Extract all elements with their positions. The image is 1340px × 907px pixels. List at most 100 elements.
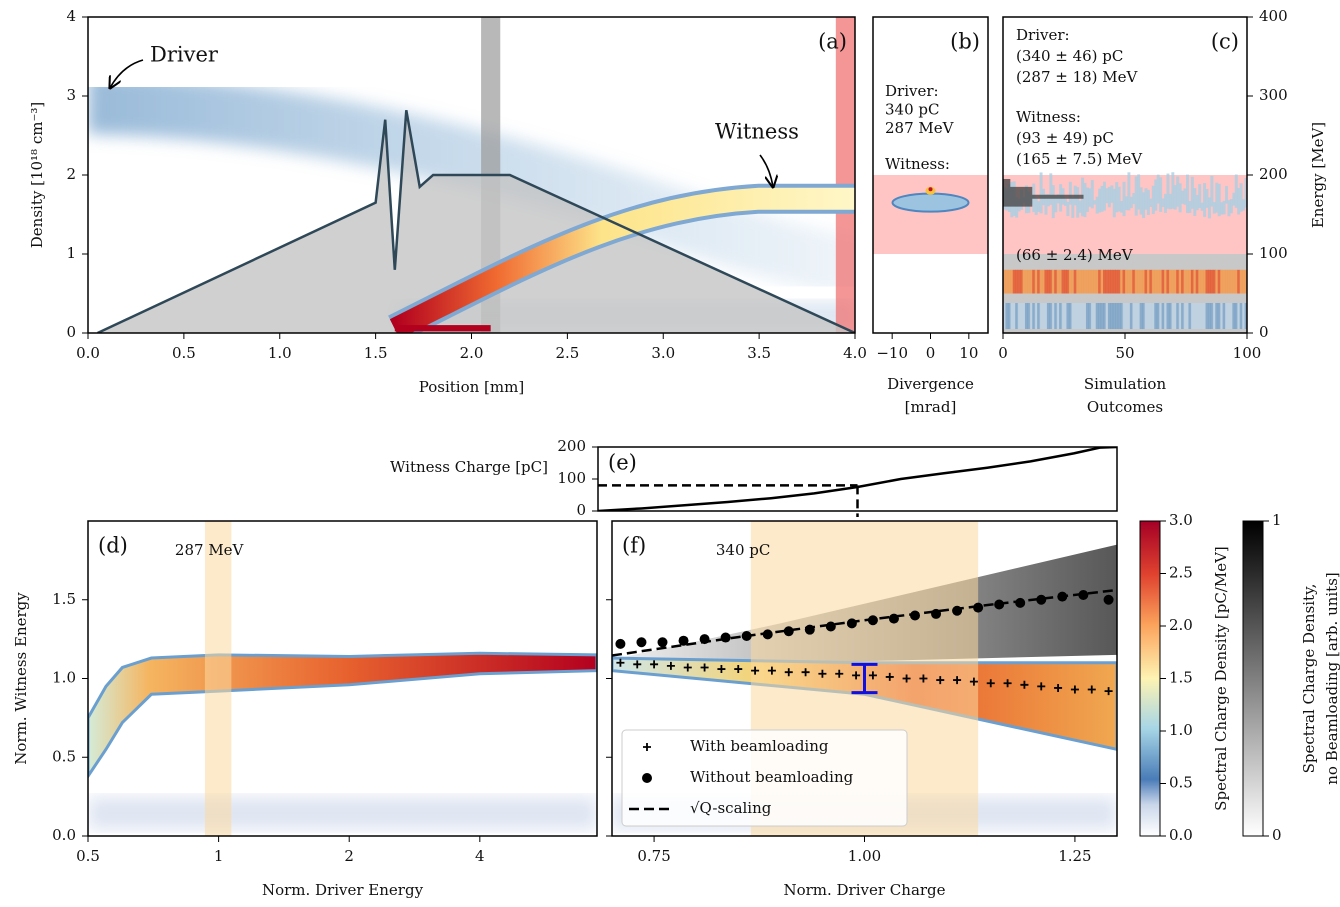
stripe <box>1110 269 1114 294</box>
y-tick-label: 300 <box>1259 86 1288 104</box>
stripe <box>1205 302 1209 330</box>
stripe <box>1066 269 1070 294</box>
plus-marker <box>1104 687 1113 696</box>
stripe <box>1237 302 1241 330</box>
stripe <box>1083 269 1087 294</box>
stripe <box>1098 302 1102 330</box>
plus-marker <box>902 674 911 683</box>
stripe <box>1188 269 1192 294</box>
stripe <box>1120 201 1124 213</box>
x-tick-label: 1 <box>214 847 224 865</box>
plus-marker <box>852 671 861 680</box>
plus-marker <box>616 658 625 667</box>
stripe <box>1181 302 1185 330</box>
plus-marker <box>936 676 945 685</box>
stripe <box>1020 269 1024 294</box>
plus-marker <box>700 663 709 672</box>
colorbar-tick-label: 1 <box>1272 511 1282 529</box>
stripe <box>1093 302 1097 330</box>
stripe <box>1005 269 1009 294</box>
stripe <box>1222 269 1226 294</box>
stripe <box>1003 269 1006 294</box>
plus-marker <box>835 669 844 678</box>
stripe <box>1003 302 1006 330</box>
stripe <box>1142 269 1146 294</box>
legend-marker <box>643 743 651 751</box>
stripe <box>1222 302 1226 330</box>
stripe <box>1103 269 1106 294</box>
stripe <box>1037 269 1041 294</box>
colorbar-tick-label: 1.0 <box>1169 721 1193 739</box>
stripe <box>1027 302 1031 330</box>
stripe <box>1054 302 1058 330</box>
y-tick-label: 0.0 <box>52 826 76 844</box>
stripe <box>1039 172 1043 214</box>
stripe <box>1081 302 1085 330</box>
stripe <box>1017 302 1021 330</box>
stripe <box>1044 302 1048 330</box>
stripe <box>1188 302 1192 330</box>
plus-marker <box>734 665 743 674</box>
stripe <box>1078 200 1082 213</box>
stripe <box>1242 269 1246 294</box>
panel-label: (d) <box>98 534 128 558</box>
stripe <box>1105 269 1109 294</box>
stripe <box>1095 302 1099 330</box>
text-line: Witness: <box>885 155 950 173</box>
stripe <box>1068 302 1072 330</box>
heat-band <box>88 651 597 779</box>
stripe <box>1234 269 1238 294</box>
stripe <box>1129 302 1133 330</box>
stripe <box>1129 269 1133 294</box>
stripe <box>1171 269 1175 294</box>
stripe <box>1154 302 1158 330</box>
stripe <box>1032 302 1036 330</box>
x-axis-label: Position [mm] <box>419 378 524 396</box>
stripe <box>1227 302 1231 330</box>
y-tick-label: 200 <box>1259 165 1288 183</box>
stripe <box>1144 269 1148 294</box>
stripe <box>1220 202 1224 215</box>
stripe <box>1151 185 1155 215</box>
stripe <box>1225 185 1228 204</box>
stripe <box>1168 302 1172 330</box>
stripe <box>1056 194 1060 204</box>
colorbar-tick-label: 0 <box>1272 826 1282 844</box>
colorbar-label: no Beamloading [arb. units] <box>1323 572 1340 785</box>
text-line: Witness: <box>1016 108 1081 126</box>
stripe <box>1049 269 1053 294</box>
stripe <box>1012 269 1016 294</box>
stripe <box>1134 176 1138 216</box>
stripe <box>1229 269 1233 294</box>
stripe <box>1078 269 1082 294</box>
stripe <box>1088 188 1092 207</box>
stripe <box>1107 302 1111 330</box>
stripe <box>1064 269 1067 294</box>
colorbar-label: Spectral Charge Density [pC/MeV] <box>1212 546 1230 811</box>
stripe <box>1139 302 1143 330</box>
colorbar-tick-label: 0.5 <box>1169 774 1193 792</box>
circle-marker <box>1103 594 1114 605</box>
stripe <box>1085 269 1089 294</box>
stripe <box>1032 269 1036 294</box>
stripe <box>1207 302 1211 330</box>
stripe <box>1198 184 1202 209</box>
x-tick-label: 0.5 <box>172 344 196 362</box>
stripe <box>1217 183 1221 217</box>
stripe <box>1129 196 1133 209</box>
text-line: Outcomes <box>1087 398 1163 416</box>
stripe <box>1164 302 1167 330</box>
colorbar-tick-label: 2.0 <box>1169 616 1193 634</box>
stripe <box>1034 302 1038 330</box>
stripe <box>1051 185 1055 219</box>
stripe <box>1083 182 1087 218</box>
y-tick-label: 2 <box>66 165 76 183</box>
y-tick-label: 400 <box>1259 7 1288 25</box>
stripe <box>1095 269 1099 294</box>
y-axis-label: Norm. Witness Energy <box>12 592 30 765</box>
text-line: (287 ± 18) MeV <box>1016 68 1139 86</box>
stripe <box>1110 185 1114 203</box>
y-tick-label: 0 <box>576 501 586 519</box>
stripe <box>1181 190 1185 204</box>
stripe <box>1203 183 1207 217</box>
